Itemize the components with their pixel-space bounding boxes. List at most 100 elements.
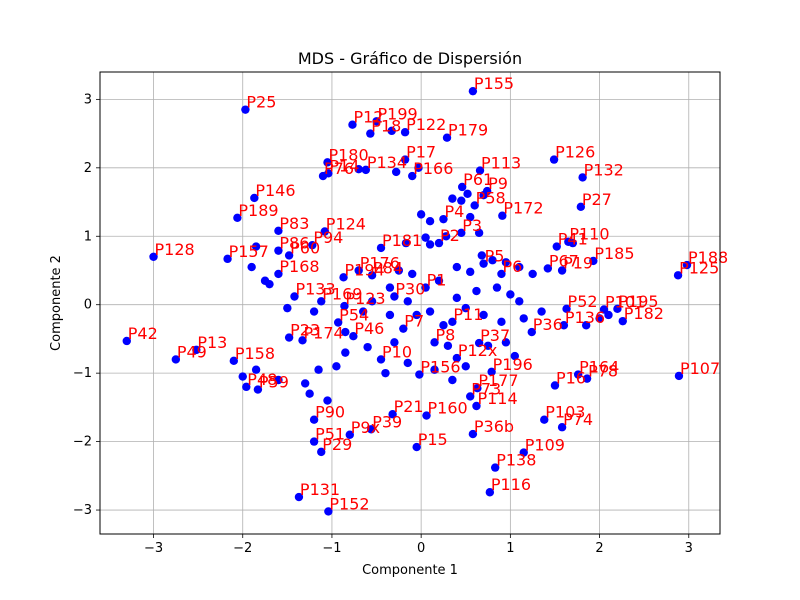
point-label: P12x bbox=[458, 341, 497, 360]
data-point bbox=[452, 262, 462, 272]
point-label: P51 bbox=[315, 425, 345, 444]
data-point bbox=[317, 297, 326, 306]
data-point bbox=[388, 410, 397, 419]
data-point bbox=[434, 238, 444, 248]
point-label: P5 bbox=[485, 247, 505, 266]
data-point bbox=[412, 442, 421, 452]
x-tick-label: 3 bbox=[685, 541, 693, 556]
data-point bbox=[412, 310, 421, 320]
point-label: P157 bbox=[229, 242, 269, 261]
x-tick-label: 0 bbox=[417, 541, 425, 556]
data-point bbox=[376, 243, 386, 253]
point-label: P138 bbox=[496, 451, 536, 470]
data-point bbox=[537, 307, 546, 316]
data-point bbox=[474, 228, 484, 238]
point-label: P15 bbox=[418, 430, 448, 449]
point-label: P172 bbox=[503, 199, 543, 218]
chart-title: MDS - Gráfico de Dispersión bbox=[298, 49, 522, 68]
data-point bbox=[501, 338, 511, 347]
data-point bbox=[466, 392, 475, 401]
point-label: P29 bbox=[322, 435, 352, 454]
data-point bbox=[470, 201, 479, 210]
data-point bbox=[421, 233, 430, 242]
data-point bbox=[479, 259, 488, 268]
data-point bbox=[366, 425, 376, 434]
data-point bbox=[441, 232, 451, 241]
data-point bbox=[408, 269, 417, 279]
point-label: P110 bbox=[569, 225, 609, 244]
data-point bbox=[403, 297, 412, 306]
data-point bbox=[474, 338, 484, 348]
data-point bbox=[403, 358, 412, 368]
data-point bbox=[323, 396, 332, 405]
data-point bbox=[274, 375, 283, 385]
x-axis-label: Componente 1 bbox=[362, 563, 458, 578]
data-point bbox=[265, 279, 274, 289]
point-label: P36b bbox=[474, 417, 514, 436]
data-point bbox=[613, 304, 622, 314]
data-point bbox=[309, 307, 319, 316]
data-point bbox=[674, 371, 684, 381]
data-point bbox=[341, 348, 350, 357]
point-label: P18 bbox=[371, 117, 401, 136]
data-point bbox=[408, 171, 417, 181]
data-point bbox=[274, 226, 283, 235]
point-label: P9x bbox=[351, 418, 380, 437]
data-point bbox=[573, 370, 583, 379]
point-label: P182 bbox=[624, 304, 664, 323]
point-label: P37 bbox=[480, 326, 510, 345]
data-point bbox=[421, 283, 430, 292]
point-label: P103 bbox=[545, 403, 585, 422]
data-point bbox=[385, 283, 395, 292]
data-point bbox=[581, 321, 591, 330]
data-point bbox=[552, 242, 561, 251]
data-point bbox=[564, 237, 573, 246]
y-tick-label: 1 bbox=[84, 229, 92, 244]
point-label: P16 bbox=[556, 368, 586, 387]
x-axis-ticks: −3 −2 −1 0 1 2 3 bbox=[144, 534, 693, 556]
data-point bbox=[253, 385, 263, 394]
point-label: P60 bbox=[290, 238, 320, 257]
data-point bbox=[422, 411, 431, 420]
data-point bbox=[492, 283, 502, 292]
data-point bbox=[274, 246, 283, 255]
point-label: P21 bbox=[394, 397, 424, 416]
data-point bbox=[247, 262, 256, 272]
point-label: P19 bbox=[563, 253, 593, 272]
y-axis-label: Componente 2 bbox=[49, 255, 64, 351]
data-point bbox=[284, 333, 294, 342]
point-label: P168 bbox=[279, 257, 319, 276]
point-label: P156 bbox=[420, 358, 460, 377]
data-point bbox=[457, 228, 466, 238]
data-point bbox=[527, 327, 536, 337]
data-point bbox=[394, 266, 404, 275]
point-label: P131 bbox=[300, 480, 340, 499]
data-point bbox=[345, 430, 354, 439]
point-label: P58 bbox=[476, 188, 506, 207]
data-point bbox=[390, 292, 399, 301]
data-point bbox=[578, 173, 587, 182]
data-point bbox=[439, 214, 448, 224]
point-label: P42 bbox=[128, 324, 158, 343]
data-point bbox=[241, 105, 250, 114]
data-point bbox=[149, 252, 158, 261]
data-point bbox=[274, 269, 283, 279]
data-point bbox=[376, 355, 386, 364]
data-point bbox=[223, 254, 232, 264]
point-label: P48 bbox=[247, 370, 277, 389]
data-point bbox=[305, 389, 314, 398]
point-label: P73 bbox=[471, 379, 501, 398]
data-point bbox=[425, 307, 435, 316]
y-tick-label: 2 bbox=[84, 161, 92, 176]
point-label: P134 bbox=[367, 153, 407, 172]
data-point bbox=[372, 117, 381, 126]
data-point bbox=[682, 260, 692, 270]
data-point bbox=[497, 317, 506, 327]
data-point bbox=[324, 507, 333, 516]
point-label: P122 bbox=[406, 115, 446, 134]
point-label: P123 bbox=[345, 289, 385, 308]
point-label: P23 bbox=[290, 321, 320, 340]
data-point bbox=[501, 258, 511, 267]
x-tick-label: −1 bbox=[322, 541, 341, 556]
